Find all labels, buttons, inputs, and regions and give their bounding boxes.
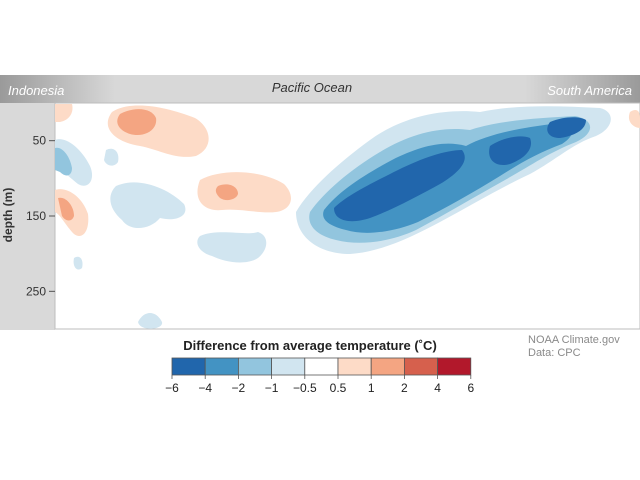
cool-patch-bottom bbox=[138, 313, 163, 329]
colorbar-swatch bbox=[204, 357, 239, 376]
header-band bbox=[0, 75, 640, 103]
warm-patch-east-edge bbox=[628, 110, 640, 128]
colorbar-tick-label: −4 bbox=[198, 381, 212, 395]
y-axis-label: depth (m) bbox=[1, 188, 15, 243]
colorbar-tick-label: 6 bbox=[467, 381, 474, 395]
colorbar: −6 −4 −2 −1 −0.5 0.5 1 2 4 6 bbox=[165, 357, 474, 395]
colorbar-tick-label: −1 bbox=[265, 381, 279, 395]
colorbar-swatch bbox=[370, 357, 405, 376]
cold-tongue-core-central bbox=[489, 136, 532, 166]
colorbar-title: Difference from average temperature (˚C) bbox=[183, 338, 437, 353]
colorbar-swatch bbox=[237, 357, 272, 376]
y-tick-label: 250 bbox=[26, 284, 46, 298]
warm-patch-edge-top bbox=[55, 104, 73, 122]
colorbar-tick-label: −0.5 bbox=[293, 381, 317, 395]
warm-patch-west-deep-core bbox=[58, 197, 74, 221]
colorbar-tick-label: 0.5 bbox=[330, 381, 347, 395]
y-axis: 50 150 250 bbox=[26, 134, 55, 298]
y-tick-label: 50 bbox=[33, 134, 47, 148]
colorbar-swatch bbox=[171, 357, 206, 376]
cool-patch-small-2 bbox=[73, 256, 83, 270]
colorbar-tick-label: 4 bbox=[434, 381, 441, 395]
colorbar-tick-label: 1 bbox=[368, 381, 375, 395]
credit-source: NOAA Climate.gov bbox=[528, 334, 620, 346]
cool-patch-west-edge bbox=[55, 139, 93, 186]
y-tick-label: 150 bbox=[26, 209, 46, 223]
colorbar-swatch bbox=[403, 357, 438, 376]
cool-patch-west-edge-core bbox=[55, 147, 72, 176]
credit-data: Data: CPC bbox=[528, 347, 581, 359]
warm-patch-central-core bbox=[215, 184, 238, 201]
colorbar-tick-label: 2 bbox=[401, 381, 408, 395]
axis-panel bbox=[0, 75, 55, 330]
cool-patch-lower-mid bbox=[197, 232, 267, 263]
cool-patch-mid-west bbox=[110, 182, 186, 229]
colorbar-swatch bbox=[271, 357, 306, 376]
cold-tongue-core-west bbox=[334, 150, 465, 222]
cool-patch-small-1 bbox=[104, 148, 119, 166]
colorbar-tick-label: −2 bbox=[232, 381, 246, 395]
chart-title: Pacific Ocean bbox=[272, 80, 352, 95]
anomaly-field bbox=[55, 104, 640, 329]
colorbar-swatch bbox=[304, 357, 339, 376]
colorbar-swatch bbox=[337, 357, 372, 376]
colorbar-tick-label: −6 bbox=[165, 381, 179, 395]
region-label-south-america: South America bbox=[547, 83, 632, 98]
colorbar-swatch bbox=[437, 357, 472, 376]
warm-patch-west-surface-core bbox=[117, 109, 157, 136]
cold-tongue-core-east bbox=[547, 117, 586, 138]
warm-patch-central bbox=[197, 172, 291, 213]
region-label-indonesia: Indonesia bbox=[8, 83, 64, 98]
